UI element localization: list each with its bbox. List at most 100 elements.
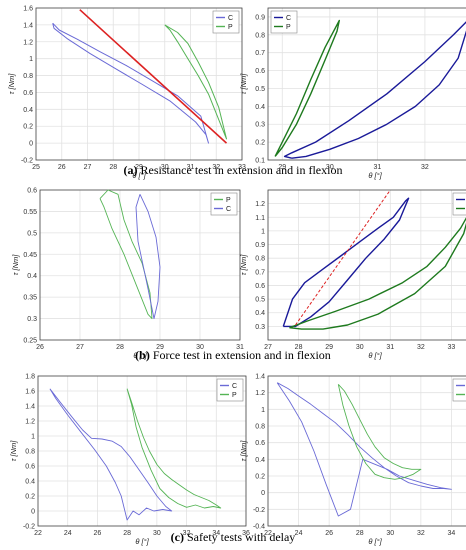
y-tick-label: 0.8 xyxy=(255,424,265,431)
y-tick-label: 0.8 xyxy=(255,32,265,39)
y-tick-label: 0.3 xyxy=(255,324,265,331)
x-tick-label: 28 xyxy=(123,530,131,537)
x-tick-label: 31 xyxy=(236,344,244,351)
y-tick-label: 0.6 xyxy=(23,90,33,97)
y-axis-label: τ [Nm] xyxy=(7,73,16,95)
y-tick-label: 0.6 xyxy=(255,440,265,447)
chart-a2: 29 30 31 32 33 0.1 0.2 0.3 0.4 0.5 0.6 0.7 0.8 0.9 θ [… xyxy=(239,7,466,180)
chart-a1: 25 26 27 28 29 30 31 32 33 -0.2 0 0.2 0.4 0.6 0.8 1 1.2 1… xyxy=(7,6,246,181)
series-line-C xyxy=(276,382,452,517)
x-tick-label: 34 xyxy=(212,530,220,537)
y-tick-label: 0.4 xyxy=(255,457,265,464)
y-tick-label: 1.6 xyxy=(23,6,33,13)
x-tick-label: 29 xyxy=(135,164,143,171)
plot-area xyxy=(268,190,466,340)
axes-frame xyxy=(267,189,466,341)
chart-panel-b2: 27282930313233340.30.40.50.60.70.80.911.… xyxy=(236,184,466,360)
y-tick-label: 0.9 xyxy=(255,242,265,249)
legend-box xyxy=(452,192,466,216)
x-tick-label: 26 xyxy=(58,164,66,171)
y-tick-label: 1.8 xyxy=(25,374,35,381)
x-tick-label: 28 xyxy=(295,344,303,351)
y-tick-label: 0.6 xyxy=(27,188,37,195)
y-tick-label: 1 xyxy=(31,434,35,441)
legend: CP xyxy=(452,192,466,216)
caption-a-label: (a) xyxy=(123,163,138,177)
legend: CP xyxy=(270,10,298,34)
caption-b: (b) Force test in extension and in flexi… xyxy=(0,348,466,363)
x-tick-label: 29 xyxy=(156,344,164,351)
x-tick-label: 26 xyxy=(36,344,44,351)
y-tick-label: 0 xyxy=(31,509,35,516)
y-axis-label: τ [Nm] xyxy=(9,440,18,462)
chart-b2: 27282930313233340.30.40.50.60.70.80.911.… xyxy=(239,189,466,360)
x-tick-label: 34 xyxy=(448,530,456,537)
y-tick-label: 0.35 xyxy=(23,295,37,302)
y-tick-label: -0.2 xyxy=(253,507,265,514)
series-line-C xyxy=(52,22,209,144)
x-tick-label: 33 xyxy=(448,344,456,351)
y-tick-label: 1.4 xyxy=(23,22,33,29)
y-tick-label: -0.2 xyxy=(21,158,33,165)
y-tick-label: 1.4 xyxy=(255,374,265,381)
y-tick-label: -0.2 xyxy=(23,524,35,531)
y-axis-label: τ [Nm] xyxy=(11,254,20,276)
series-line-C xyxy=(283,21,466,159)
legend-label: P xyxy=(286,24,291,31)
y-tick-label: 0.5 xyxy=(255,86,265,93)
x-axis-label: θ [°] xyxy=(132,171,146,180)
series-line-C xyxy=(49,388,173,521)
grid xyxy=(268,8,466,161)
x-tick-label: 32 xyxy=(421,164,429,171)
y-tick-label: 0.6 xyxy=(255,68,265,75)
y-tick-label: 0.5 xyxy=(27,230,37,237)
y-tick-label: 0.6 xyxy=(25,464,35,471)
y-tick-label: 0.8 xyxy=(23,73,33,80)
legend-label: P xyxy=(226,197,231,204)
x-tick-label: 31 xyxy=(373,164,381,171)
legend-label: P xyxy=(232,392,237,399)
caption-a-text: Resistance test in extension and in flex… xyxy=(137,163,343,177)
x-tick-label: 27 xyxy=(84,164,92,171)
x-tick-label: 28 xyxy=(116,344,124,351)
x-tick-label: 31 xyxy=(187,164,195,171)
x-axis-label: θ [°] xyxy=(135,537,149,546)
chart-panel-c1: 22 24 26 28 30 32 34 36 -0.2 0 0.2 0.4 0.6 0.8 1 1.2 1.4… xyxy=(4,370,252,547)
legend-box xyxy=(216,378,244,402)
legend: PC xyxy=(210,192,238,216)
y-tick-label: 1.2 xyxy=(25,419,35,426)
series-line-C xyxy=(135,194,161,320)
chart-panel-a2: 29 30 31 32 33 0.1 0.2 0.3 0.4 0.5 0.6 0.7 0.8 0.9 θ [… xyxy=(236,2,466,180)
axes-frame xyxy=(267,375,466,527)
x-tick-label: 32 xyxy=(417,530,425,537)
axes-frame xyxy=(37,375,247,527)
y-tick-label: 0.3 xyxy=(27,316,37,323)
y-tick-label: 0.2 xyxy=(255,474,265,481)
y-tick-label: 0.2 xyxy=(255,140,265,147)
caption-b-text: Force test in extension and in flexion xyxy=(149,348,331,362)
x-tick-label: 30 xyxy=(196,344,204,351)
legend-label: C xyxy=(226,206,231,213)
y-tick-label: 0.5 xyxy=(255,297,265,304)
x-tick-label: 31 xyxy=(386,344,394,351)
series-line-P xyxy=(289,217,466,330)
y-tick-label: 1.2 xyxy=(23,39,33,46)
series-line-P xyxy=(337,383,422,480)
x-tick-label: 29 xyxy=(325,344,333,351)
x-axis-label: θ [°] xyxy=(368,537,382,546)
series-line-ref2 xyxy=(295,189,391,326)
x-tick-label: 24 xyxy=(64,530,72,537)
y-tick-label: 1 xyxy=(29,56,33,63)
y-tick-label: 0 xyxy=(261,490,265,497)
y-tick-label: 0.45 xyxy=(23,252,37,259)
y-tick-label: 0.4 xyxy=(255,310,265,317)
chart-c1: 22 24 26 28 30 32 34 36 -0.2 0 0.2 0.4 0.6 0.8 1 1.2 1.4… xyxy=(9,374,250,547)
y-tick-label: 1 xyxy=(261,407,265,414)
x-axis-label: θ [°] xyxy=(368,351,382,360)
x-tick-label: 30 xyxy=(386,530,394,537)
x-tick-label: 32 xyxy=(183,530,191,537)
legend-label: C xyxy=(232,383,237,390)
x-tick-label: 32 xyxy=(417,344,425,351)
legend: CP xyxy=(216,378,244,402)
y-tick-label: 0.6 xyxy=(255,283,265,290)
